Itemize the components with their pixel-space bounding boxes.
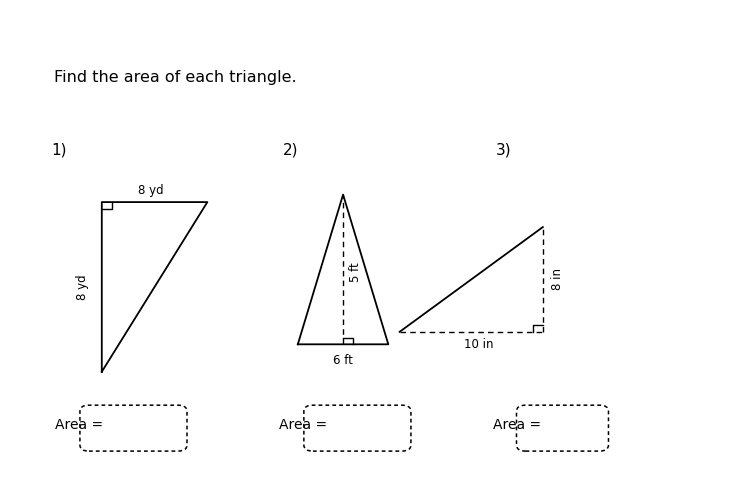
FancyBboxPatch shape: [80, 405, 187, 451]
FancyBboxPatch shape: [516, 405, 608, 451]
Text: 3): 3): [496, 142, 512, 157]
Text: 8 yd: 8 yd: [76, 274, 90, 300]
Text: Area =: Area =: [493, 418, 541, 432]
Text: 8 yd: 8 yd: [138, 184, 164, 197]
Text: 1): 1): [51, 142, 67, 157]
Text: 10 in: 10 in: [464, 338, 494, 351]
Text: Area =: Area =: [55, 418, 103, 432]
FancyBboxPatch shape: [304, 405, 411, 451]
Text: 6 ft: 6 ft: [333, 354, 353, 367]
Text: 2): 2): [283, 142, 299, 157]
Text: Area =: Area =: [279, 418, 327, 432]
Text: 5 ft: 5 ft: [349, 262, 363, 282]
Text: Find the area of each triangle.: Find the area of each triangle.: [54, 70, 297, 85]
Text: 8 in: 8 in: [551, 268, 565, 290]
